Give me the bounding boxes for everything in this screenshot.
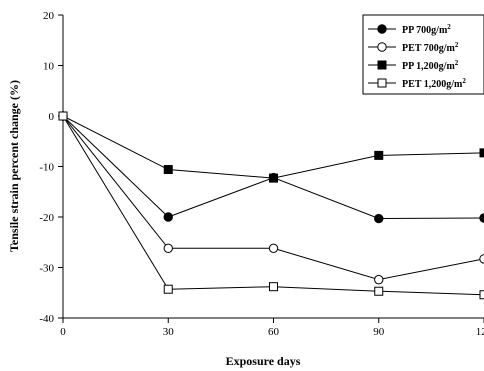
legend-item: PP 1,200g/m2 [368,59,459,72]
legend: PP 700g/m2 PET 700g/m2 PP 1,200g/m2 PET 1,2… [362,14,484,95]
legend-label-superscript: 2 [455,59,459,67]
y-tick-label: -10 [39,162,54,174]
y-tick-label: 10 [43,61,55,73]
data-point [163,243,173,254]
legend-label: PET 1,200g/m2 [402,77,466,90]
x-tick-label: 60 [268,326,280,338]
data-point [374,213,384,224]
legend-marker [377,78,387,88]
x-tick-label: 0 [60,326,66,338]
y-tick-label: -30 [39,263,54,275]
series-line [62,115,484,296]
legend-item: PET 1,200g/m2 [368,77,466,90]
legend-label-superscript: 2 [455,41,459,49]
y-axis: 20 10 0 -10 -20 -30 -40 [39,10,63,325]
legend-label: PP 700g/m2 [402,23,451,36]
data-point [374,274,384,285]
x-axis-title: Exposure days [226,354,301,368]
series-layer [58,111,484,300]
data-point [268,243,279,254]
legend-label: PP 1,200g/m2 [402,59,459,72]
x-axis: 0 30 60 90 120 [60,318,484,338]
series-line [62,115,484,220]
data-point [269,282,278,292]
legend-marker [377,24,387,34]
data-point [269,173,278,183]
x-tick-label: 90 [373,326,385,338]
series-line [62,115,484,179]
data-point [58,111,68,121]
data-point [163,212,173,222]
legend-marker [377,42,387,52]
y-axis-title: Tensile strain percent change (%) [7,80,21,252]
legend-label-superscript: 2 [462,77,466,85]
legend-item: PP 700g/m2 [368,23,451,36]
x-tick-label: 120 [476,326,484,338]
series-1 [58,111,484,224]
series-4 [58,111,484,300]
series-3 [58,111,484,183]
legend-marker [377,60,387,70]
data-point [479,254,484,264]
legend-label-superscript: 2 [447,23,451,31]
series-line [62,115,484,281]
data-point [374,150,384,160]
data-point [479,148,484,158]
data-point [163,165,173,175]
y-tick-label: 20 [43,10,55,22]
legend-item: PET 700g/m2 [368,41,459,54]
data-point [163,284,173,294]
series-2 [58,111,484,285]
y-tick-label: -40 [39,313,54,325]
data-point [479,290,484,300]
x-tick-label: 30 [163,326,175,338]
y-tick-label: -20 [39,212,54,224]
legend-label: PET 700g/m2 [402,41,459,54]
data-point [479,213,484,223]
y-tick-label: 0 [49,111,55,123]
data-point [374,286,384,296]
